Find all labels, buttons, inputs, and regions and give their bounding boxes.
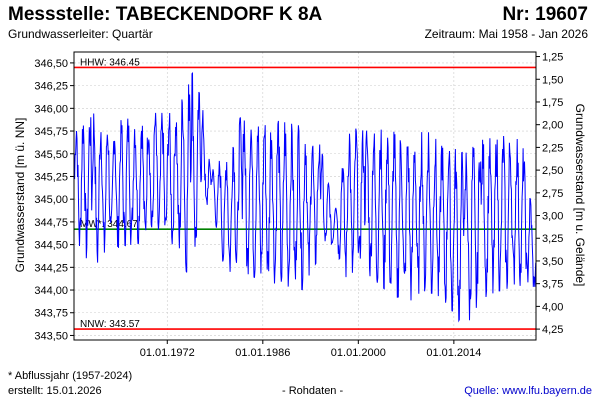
footnote: * Abflussjahr (1957-2024) — [8, 370, 133, 382]
y2-tick-label: 2,75 — [542, 188, 563, 200]
y-tick-label: 346,00 — [34, 103, 68, 115]
x-tick-label: 01.01.2014 — [426, 347, 481, 359]
y-tick-label: 346,50 — [34, 58, 68, 70]
series-layer — [74, 72, 537, 323]
raw-data-label: - Rohdaten - — [282, 385, 344, 397]
y-tick-label: 343,50 — [34, 330, 68, 342]
y2-tick-label: 3,25 — [542, 233, 563, 245]
created-date: erstellt: 15.01.2026 — [8, 385, 102, 397]
y-axis-label: Grundwasserstand [m ü. NN] — [13, 118, 27, 273]
y2-tick-label: 1,75 — [542, 97, 563, 109]
tick-labels: 346,50 346,25 346,00 345,75 345,50 345,25 345,… — [34, 52, 563, 359]
y2-tick-label: 1,25 — [542, 52, 563, 64]
y-tick-label: 345,25 — [34, 171, 68, 183]
y2-tick-label: 4,25 — [542, 324, 563, 336]
reference-label-max: HHW: 346.45 — [80, 57, 140, 68]
y-tick-label: 345,00 — [34, 194, 68, 206]
reference-label-mean: MW*: 344.67 — [80, 219, 138, 230]
reference-lines: HHW: 346.45 MW*: 344.67 NNW: 343.57 — [74, 57, 536, 330]
y2-tick-label: 2,25 — [542, 142, 563, 154]
reference-label-min: NNW: 343.57 — [80, 319, 140, 330]
y2-tick-label: 4,00 — [542, 301, 563, 313]
series-line — [74, 72, 537, 323]
y-tick-label: 345,75 — [34, 126, 68, 138]
y2-tick-label: 1,50 — [542, 74, 563, 86]
y-tick-label: 345,50 — [34, 149, 68, 161]
grid — [74, 52, 536, 340]
page-title: Messstelle: TABECKENDORF K 8A — [8, 4, 323, 25]
source-link[interactable]: Quelle: www.lfu.bayern.de — [464, 385, 592, 397]
x-tick-label: 01.01.1986 — [235, 347, 290, 359]
station-number: Nr: 19607 — [502, 4, 588, 25]
y2-tick-label: 3,75 — [542, 279, 563, 291]
y-tick-label: 343,75 — [34, 308, 68, 320]
plot-frame — [73, 51, 537, 341]
x-tick-label: 01.01.1972 — [140, 347, 195, 359]
y-tick-label: 344,75 — [34, 217, 68, 229]
y2-axis-label: Grundwasserstand [m u. Gelände] — [573, 104, 587, 287]
x-tick-label: 01.01.2000 — [331, 347, 386, 359]
y2-tick-label: 2,50 — [542, 165, 563, 177]
y-tick-label: 344,50 — [34, 240, 68, 252]
aquifer-label: Grundwasserleiter: Quartär — [8, 27, 153, 41]
y-tick-label: 344,00 — [34, 285, 68, 297]
period-label: Zeitraum: Mai 1958 - Jan 2026 — [424, 27, 588, 41]
y-tick-label: 344,25 — [34, 262, 68, 274]
y2-tick-label: 3,00 — [542, 211, 563, 223]
y2-tick-label: 2,00 — [542, 120, 563, 132]
y-tick-label: 346,25 — [34, 81, 68, 93]
y2-tick-label: 3,50 — [542, 256, 563, 268]
